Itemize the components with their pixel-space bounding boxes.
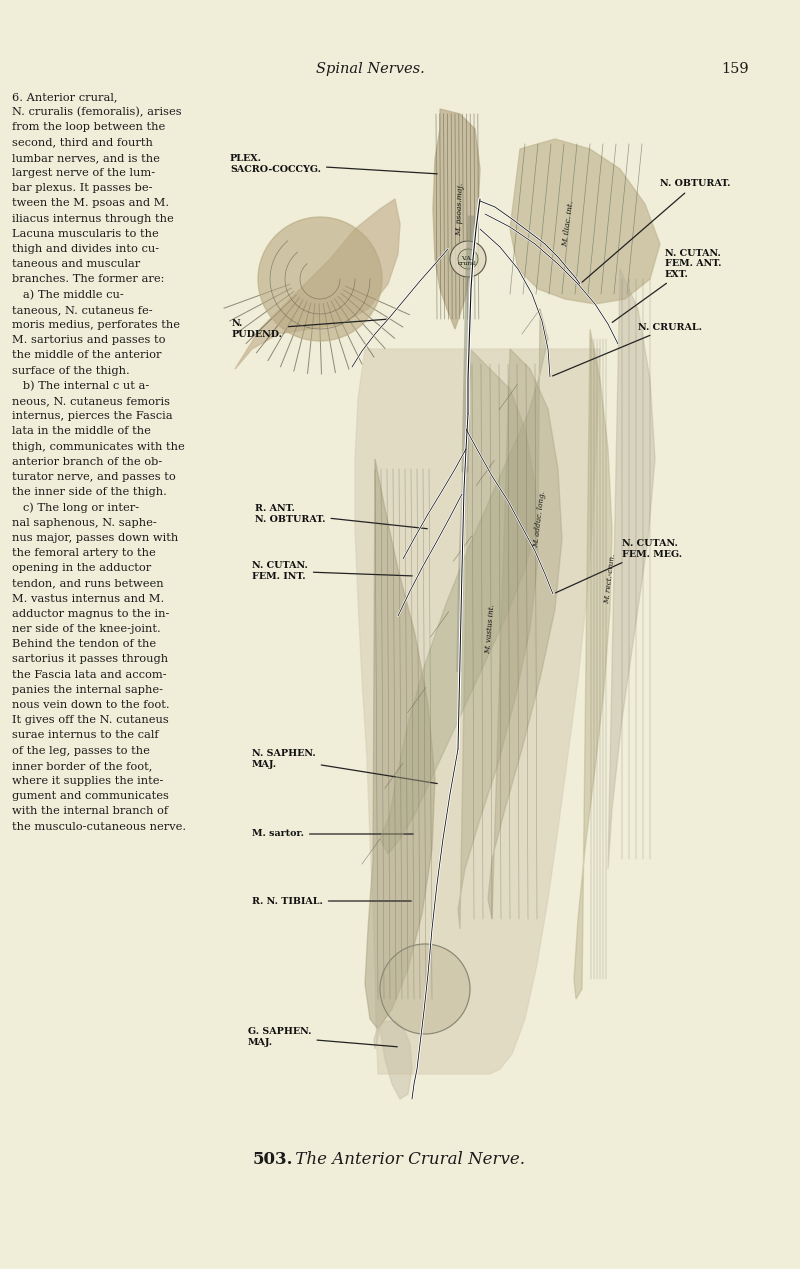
Text: Behind the tendon of the: Behind the tendon of the [12, 640, 156, 650]
Text: b) The internal c ut a-: b) The internal c ut a- [12, 381, 150, 391]
Text: the inner side of the thigh.: the inner side of the thigh. [12, 487, 167, 497]
Circle shape [458, 249, 478, 269]
Text: surface of the thigh.: surface of the thigh. [12, 365, 130, 376]
Text: largest nerve of the lum-: largest nerve of the lum- [12, 168, 155, 178]
Text: N. SAPHEN.
MAJ.: N. SAPHEN. MAJ. [252, 749, 438, 783]
Text: lumbar nerves, and is the: lumbar nerves, and is the [12, 152, 160, 162]
Text: opening in the adductor: opening in the adductor [12, 563, 151, 574]
Polygon shape [458, 349, 538, 929]
Text: adductor magnus to the in-: adductor magnus to the in- [12, 609, 170, 619]
Text: M. sartor.: M. sartor. [252, 830, 414, 839]
Text: internus, pierces the Fascia: internus, pierces the Fascia [12, 411, 173, 421]
Text: where it supplies the inte-: where it supplies the inte- [12, 777, 163, 786]
Polygon shape [574, 329, 612, 999]
Text: a) The middle cu-: a) The middle cu- [12, 289, 124, 299]
Circle shape [258, 217, 382, 341]
Text: the middle of the anterior: the middle of the anterior [12, 350, 162, 360]
Text: second, third and fourth: second, third and fourth [12, 137, 153, 147]
Text: M. vastus internus and M.: M. vastus internus and M. [12, 594, 164, 604]
Polygon shape [510, 140, 660, 305]
Text: M. psoas.maj.: M. psoas.maj. [455, 183, 465, 236]
Text: neous, N. cutaneus femoris: neous, N. cutaneus femoris [12, 396, 170, 406]
Text: 6. Anterior crural,: 6. Anterior crural, [12, 91, 118, 102]
Text: inner border of the foot,: inner border of the foot, [12, 761, 152, 770]
Text: gument and communicates: gument and communicates [12, 791, 169, 801]
Text: M. sartorius and passes to: M. sartorius and passes to [12, 335, 166, 345]
Text: c) The long or inter-: c) The long or inter- [12, 503, 139, 513]
Polygon shape [488, 349, 562, 919]
Polygon shape [608, 269, 655, 869]
Text: taneous, N. cutaneus fe-: taneous, N. cutaneus fe- [12, 305, 153, 315]
Text: nal saphenous, N. saphe-: nal saphenous, N. saphe- [12, 518, 157, 528]
Text: from the loop between the: from the loop between the [12, 122, 166, 132]
Text: tendon, and runs between: tendon, and runs between [12, 579, 164, 589]
Text: sartorius it passes through: sartorius it passes through [12, 655, 168, 665]
Text: ner side of the knee-joint.: ner side of the knee-joint. [12, 624, 161, 634]
Text: 159: 159 [721, 62, 749, 76]
Polygon shape [355, 349, 600, 1074]
Text: R. ANT.
N. OBTURAT.: R. ANT. N. OBTURAT. [255, 504, 427, 529]
Text: moris medius, perforates the: moris medius, perforates the [12, 320, 180, 330]
Text: iliacus internus through the: iliacus internus through the [12, 213, 174, 223]
Text: G. SAPHEN.
MAJ.: G. SAPHEN. MAJ. [248, 1028, 398, 1047]
Text: V.A.
crural: V.A. crural [458, 255, 477, 266]
Text: PLEX.
SACRO-COCCYG.: PLEX. SACRO-COCCYG. [230, 155, 438, 174]
Text: 503.: 503. [253, 1151, 294, 1167]
Text: Spinal Nerves.: Spinal Nerves. [316, 62, 424, 76]
Text: the Fascia lata and accom-: the Fascia lata and accom- [12, 670, 166, 680]
Text: N. OBTURAT.: N. OBTURAT. [582, 179, 730, 282]
Circle shape [380, 944, 470, 1034]
Text: N. CUTAN.
FEM. ANT.
EXT.: N. CUTAN. FEM. ANT. EXT. [612, 249, 722, 322]
Text: of the leg, passes to the: of the leg, passes to the [12, 746, 150, 755]
Text: turator nerve, and passes to: turator nerve, and passes to [12, 472, 176, 482]
Text: lata in the middle of the: lata in the middle of the [12, 426, 151, 437]
Text: Lacuna muscularis to the: Lacuna muscularis to the [12, 228, 158, 239]
Text: with the internal branch of: with the internal branch of [12, 806, 168, 816]
Text: The Anterior Crural Nerve.: The Anterior Crural Nerve. [290, 1151, 525, 1167]
Text: the femoral artery to the: the femoral artery to the [12, 548, 156, 558]
Text: anterior branch of the ob-: anterior branch of the ob- [12, 457, 162, 467]
Text: N. CUTAN.
FEM. MEG.: N. CUTAN. FEM. MEG. [555, 539, 682, 593]
Text: N. cruralis (femoralis), arises: N. cruralis (femoralis), arises [12, 107, 182, 118]
Text: thigh and divides into cu-: thigh and divides into cu- [12, 244, 159, 254]
Polygon shape [380, 308, 548, 854]
Text: M. rect.-crun.: M. rect.-crun. [603, 553, 617, 604]
Text: nus major, passes down with: nus major, passes down with [12, 533, 178, 543]
Text: N.
PUDEND.: N. PUDEND. [232, 320, 387, 339]
Text: R. N. TIBIAL.: R. N. TIBIAL. [252, 896, 411, 906]
Text: nous vein down to the foot.: nous vein down to the foot. [12, 700, 170, 709]
Text: It gives off the N. cutaneus: It gives off the N. cutaneus [12, 716, 169, 725]
Text: tween the M. psoas and M.: tween the M. psoas and M. [12, 198, 169, 208]
Text: surae internus to the calf: surae internus to the calf [12, 731, 158, 740]
Text: M. vastus int.: M. vastus int. [484, 604, 496, 654]
Text: branches. The former are:: branches. The former are: [12, 274, 164, 284]
Text: N. CUTAN.
FEM. INT.: N. CUTAN. FEM. INT. [252, 561, 412, 581]
Text: N. CRURAL.: N. CRURAL. [553, 322, 702, 376]
Text: taneous and muscular: taneous and muscular [12, 259, 140, 269]
Polygon shape [433, 109, 480, 329]
Text: bar plexus. It passes be-: bar plexus. It passes be- [12, 183, 153, 193]
Polygon shape [365, 459, 435, 1029]
Text: M. adduc. long.: M. adduc. long. [533, 490, 547, 548]
Polygon shape [374, 1022, 412, 1099]
Polygon shape [235, 199, 400, 369]
Text: M. iliac. int.: M. iliac. int. [561, 201, 575, 247]
Text: thigh, communicates with the: thigh, communicates with the [12, 442, 185, 452]
Text: the musculo-cutaneous nerve.: the musculo-cutaneous nerve. [12, 821, 186, 831]
Text: panies the internal saphe-: panies the internal saphe- [12, 685, 163, 695]
Circle shape [450, 241, 486, 277]
